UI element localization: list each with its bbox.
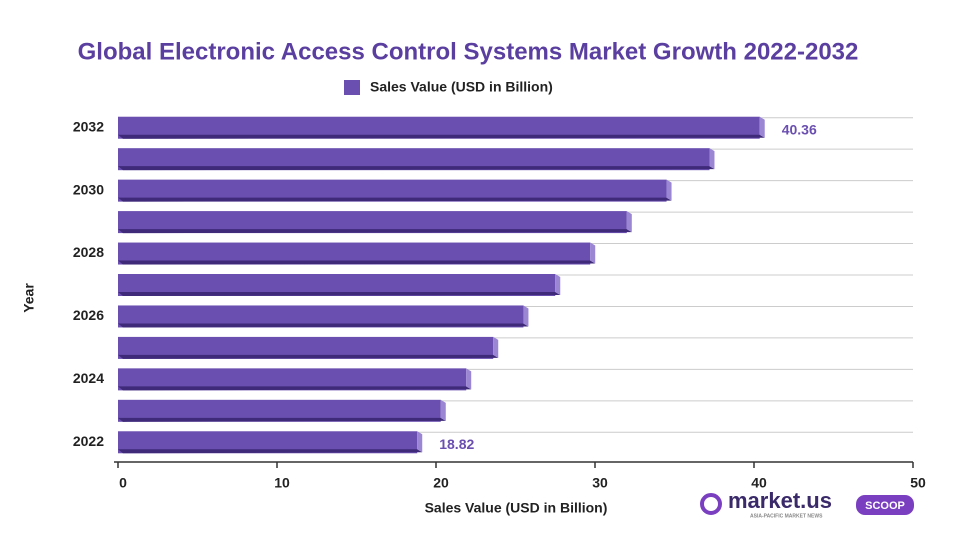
bar-cap bbox=[759, 116, 765, 138]
bar-cap bbox=[440, 399, 446, 421]
y-tick-label: 2024 bbox=[73, 370, 104, 386]
bar bbox=[118, 431, 418, 454]
bar-shade bbox=[118, 417, 446, 422]
y-tick-label: 2026 bbox=[73, 307, 104, 323]
bar-shade bbox=[118, 386, 472, 391]
x-tick-label: 30 bbox=[592, 475, 608, 491]
bar-shade bbox=[118, 449, 423, 454]
legend-swatch bbox=[344, 80, 360, 95]
bar-shade bbox=[118, 260, 596, 265]
logo-icon bbox=[700, 493, 722, 515]
bar bbox=[118, 336, 494, 359]
x-tick-label: 10 bbox=[274, 475, 290, 491]
bar-cap bbox=[666, 179, 672, 201]
bar-cap bbox=[626, 211, 632, 233]
bar-shade bbox=[118, 229, 632, 234]
bar-cap bbox=[466, 368, 472, 390]
y-axis-title: Year bbox=[21, 283, 37, 313]
value-label: 40.36 bbox=[782, 121, 817, 137]
bar-shade bbox=[118, 354, 499, 359]
bar bbox=[118, 148, 710, 171]
x-tick-label: 0 bbox=[119, 475, 127, 491]
bar-cap bbox=[523, 305, 529, 327]
bar bbox=[118, 399, 441, 422]
badge-bg bbox=[856, 495, 914, 515]
badge-text: SCOOP bbox=[865, 500, 905, 512]
legend-label: Sales Value (USD in Billion) bbox=[370, 79, 553, 95]
bar bbox=[118, 116, 760, 139]
bar-shade bbox=[118, 166, 715, 171]
bar-shade bbox=[118, 134, 765, 139]
bar-cap bbox=[590, 242, 596, 264]
x-tick-label: 50 bbox=[910, 475, 926, 491]
y-tick-label: 2030 bbox=[73, 181, 104, 197]
value-label: 18.82 bbox=[439, 436, 474, 452]
bar-shade bbox=[118, 292, 561, 296]
bar bbox=[118, 179, 667, 202]
y-tick-label: 2032 bbox=[73, 118, 104, 134]
y-tick-label: 2022 bbox=[73, 433, 104, 449]
bar bbox=[118, 368, 467, 391]
bar-shade bbox=[118, 197, 672, 202]
y-tick-label: 2028 bbox=[73, 244, 104, 260]
chart-title: Global Electronic Access Control Systems… bbox=[78, 38, 859, 65]
bar-cap bbox=[417, 431, 423, 453]
bar-cap bbox=[555, 274, 561, 295]
bar bbox=[118, 242, 591, 265]
bar-shade bbox=[118, 323, 529, 328]
x-tick-label: 20 bbox=[433, 475, 449, 491]
logo: market.us SCOOP ASIA-PACIFIC MARKET NEWS bbox=[700, 488, 914, 519]
x-axis-title: Sales Value (USD in Billion) bbox=[425, 500, 608, 516]
bar-cap bbox=[493, 336, 499, 358]
tagline: ASIA-PACIFIC MARKET NEWS bbox=[750, 513, 823, 519]
bar-cap bbox=[709, 148, 715, 170]
bar bbox=[118, 274, 556, 296]
x-tick-label: 40 bbox=[751, 475, 767, 491]
logo-text: market.us bbox=[728, 488, 832, 513]
bar bbox=[118, 211, 627, 234]
bar bbox=[118, 305, 524, 328]
